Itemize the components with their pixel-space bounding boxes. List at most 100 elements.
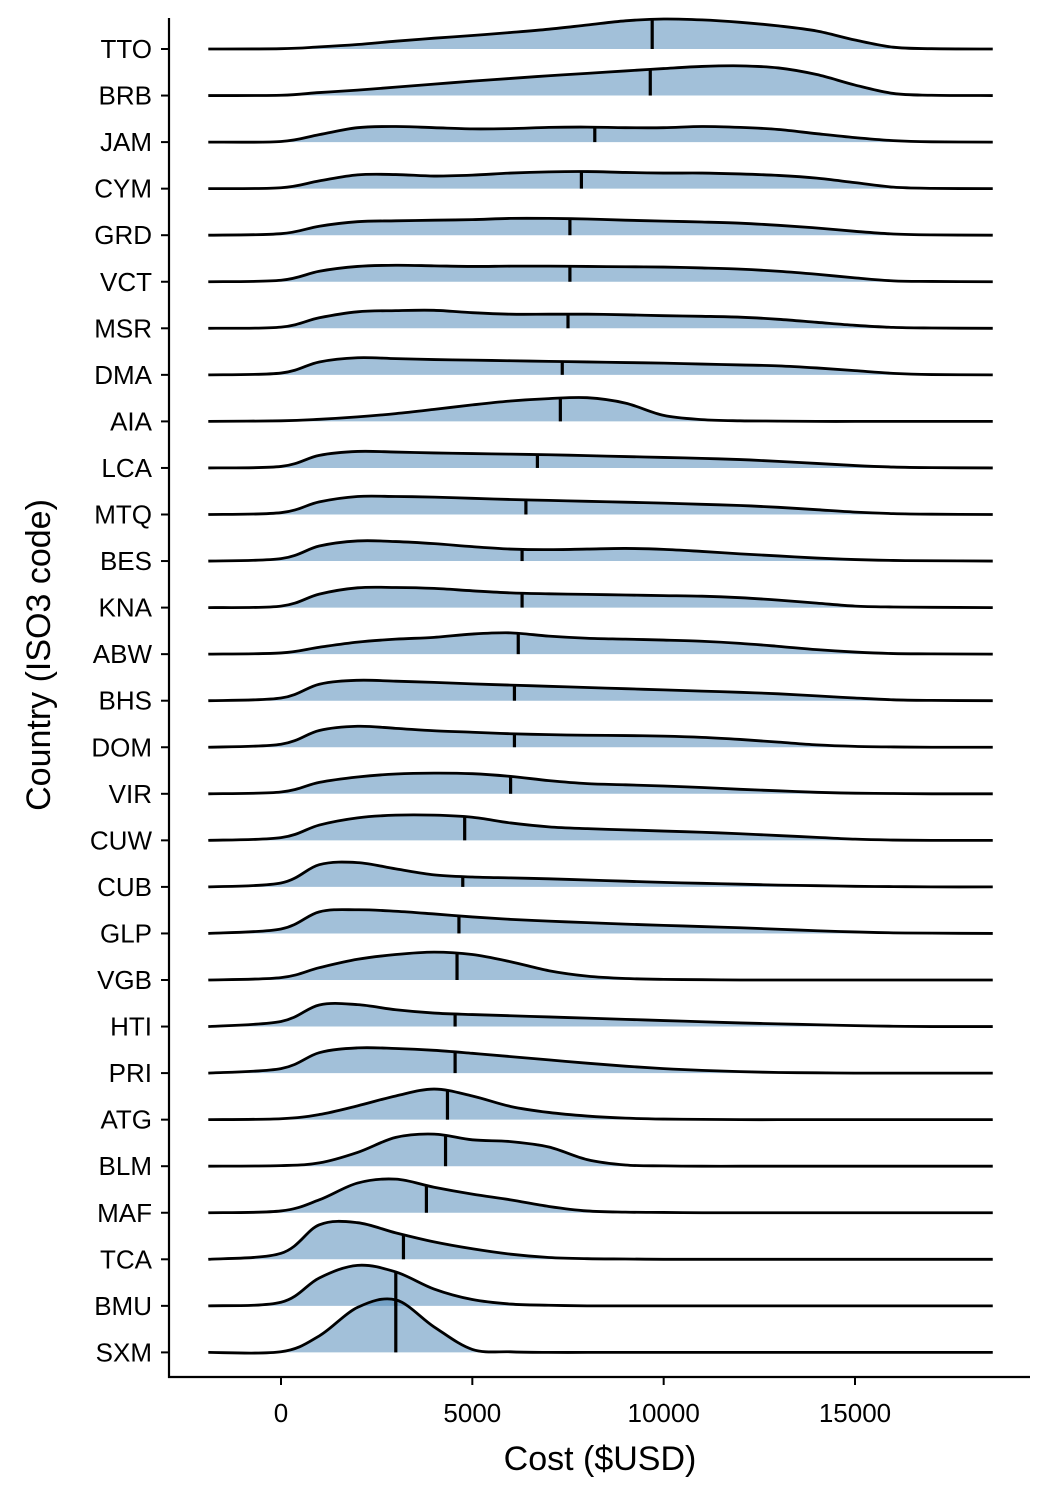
ridge-hti xyxy=(208,1002,993,1028)
ridge-fill-brb xyxy=(208,65,993,96)
ridge-cub xyxy=(208,860,993,889)
ridge-line-grd xyxy=(208,216,993,237)
y-tick-label-msr: MSR xyxy=(94,313,152,343)
x-tick-label-10000: 10000 xyxy=(628,1398,700,1428)
y-tick-label-cuw: CUW xyxy=(90,825,153,855)
y-tick-label-vir: VIR xyxy=(109,779,152,809)
y-tick-label-atg: ATG xyxy=(100,1105,152,1135)
y-tick-label-aia: AIA xyxy=(110,406,153,436)
y-tick-label-jam: JAM xyxy=(100,127,152,157)
x-axis-title: Cost ($USD) xyxy=(504,1440,697,1478)
ridge-fill-mtq xyxy=(208,496,993,515)
ridges-layer xyxy=(208,17,993,1355)
ridge-fill-vir xyxy=(208,773,993,794)
ridge-line-pri xyxy=(208,1046,993,1075)
ridge-fill-cub xyxy=(208,862,993,887)
ridge-vir xyxy=(208,771,993,796)
ridge-line-bhs xyxy=(208,678,993,703)
ridge-line-bes xyxy=(208,539,993,563)
ridge-line-bmu xyxy=(208,1263,993,1308)
ridge-line-tca xyxy=(208,1219,993,1261)
y-tick-label-kna: KNA xyxy=(99,593,153,623)
x-tick-label-15000: 15000 xyxy=(819,1398,891,1428)
y-tick-label-abw: ABW xyxy=(93,639,153,669)
ridge-pri xyxy=(208,1046,993,1075)
ridge-tca xyxy=(208,1219,993,1261)
ridge-line-sxm xyxy=(208,1297,993,1355)
y-tick-label-grd: GRD xyxy=(94,220,152,250)
y-tick-label-brb: BRB xyxy=(99,81,152,111)
x-tick-label-5000: 5000 xyxy=(443,1398,501,1428)
ridge-line-vct xyxy=(208,263,993,284)
ridge-line-hti xyxy=(208,1002,993,1028)
ridge-cym xyxy=(208,170,993,191)
ridge-fill-aia xyxy=(208,397,993,422)
ridge-line-blm xyxy=(208,1132,993,1168)
y-tick-label-glp: GLP xyxy=(100,918,152,948)
ridge-bhs xyxy=(208,678,993,703)
ridge-vgb xyxy=(208,950,993,982)
ridge-bes xyxy=(208,539,993,563)
y-tick-label-dma: DMA xyxy=(94,360,152,390)
ridge-brb xyxy=(208,64,993,97)
y-tick-label-bhs: BHS xyxy=(99,686,152,716)
ridge-line-aia xyxy=(208,396,993,423)
y-ticks-layer: TTO BRB JAM CYM GRD VCT MSR DMA AIA LCA MTQ BES KNA A… xyxy=(90,34,169,1367)
ridge-aia xyxy=(208,396,993,423)
ridge-fill-pri xyxy=(208,1047,993,1074)
ridge-tto xyxy=(208,17,993,51)
ridge-maf xyxy=(208,1177,993,1215)
ridge-fill-vgb xyxy=(208,952,993,981)
y-tick-label-hti: HTI xyxy=(110,1012,152,1042)
ridge-line-jam xyxy=(208,125,993,144)
ridge-msr xyxy=(208,308,993,330)
ridge-sxm xyxy=(208,1297,993,1355)
ridge-fill-dma xyxy=(208,357,993,375)
y-tick-label-tca: TCA xyxy=(100,1244,153,1274)
x-tick-label-0: 0 xyxy=(274,1398,288,1428)
ridge-line-vgb xyxy=(208,950,993,982)
ridge-fill-cuw xyxy=(208,814,993,841)
ridge-dom xyxy=(208,724,993,749)
ridge-line-lca xyxy=(208,449,993,470)
ridge-line-kna xyxy=(208,585,993,610)
y-axis-title: Country (ISO3 code) xyxy=(20,499,58,811)
ridge-fill-sxm xyxy=(208,1298,993,1354)
ridge-glp xyxy=(208,908,993,935)
y-tick-label-sxm: SXM xyxy=(96,1337,152,1367)
ridge-line-cym xyxy=(208,170,993,191)
ridge-grd xyxy=(208,216,993,237)
axes-layer xyxy=(167,18,1030,1379)
ridge-cuw xyxy=(208,813,993,842)
ridge-vct xyxy=(208,263,993,284)
x-ticks-layer: 0 5000 10000 15000 xyxy=(274,1377,891,1428)
ridge-fill-lca xyxy=(208,451,993,468)
ridge-fill-blm xyxy=(208,1133,993,1167)
ridge-fill-atg xyxy=(208,1089,993,1120)
ridge-fill-grd xyxy=(208,218,993,236)
y-tick-label-maf: MAF xyxy=(97,1198,152,1228)
ridge-line-mtq xyxy=(208,494,993,516)
ridge-line-atg xyxy=(208,1087,993,1122)
ridge-fill-msr xyxy=(208,310,993,329)
y-tick-label-cub: CUB xyxy=(97,872,152,902)
y-tick-label-vgb: VGB xyxy=(97,965,152,995)
y-tick-label-lca: LCA xyxy=(101,453,152,483)
ridge-atg xyxy=(208,1087,993,1122)
ridge-line-cuw xyxy=(208,813,993,842)
ridge-dma xyxy=(208,356,993,377)
ridge-fill-maf xyxy=(208,1178,993,1213)
ridge-fill-vct xyxy=(208,265,993,282)
ridge-fill-jam xyxy=(208,126,993,143)
ridge-line-dom xyxy=(208,724,993,749)
ridge-kna xyxy=(208,585,993,610)
ridge-line-vir xyxy=(208,771,993,796)
y-tick-label-blm: BLM xyxy=(99,1151,152,1181)
ridge-fill-hti xyxy=(208,1003,993,1027)
y-tick-label-cym: CYM xyxy=(94,174,152,204)
ridge-line-dma xyxy=(208,356,993,377)
y-tick-label-bes: BES xyxy=(100,546,152,576)
y-tick-label-dom: DOM xyxy=(91,732,152,762)
